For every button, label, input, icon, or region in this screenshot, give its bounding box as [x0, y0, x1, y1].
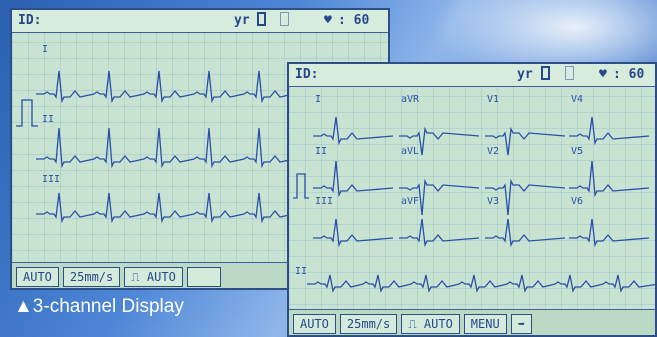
heart-icon: ♥	[599, 67, 607, 82]
lead-label: I	[42, 44, 48, 55]
menu-key[interactable]: MENU	[463, 314, 507, 334]
lead-label: aVL	[401, 146, 419, 157]
heart-rate-value: : 60	[613, 67, 645, 82]
lead-label: aVR	[401, 94, 420, 105]
next-arrow-key[interactable]: ➡	[510, 314, 532, 334]
lead-label: II	[315, 146, 327, 157]
memory-icon	[565, 66, 574, 80]
lead-label: II	[42, 114, 54, 125]
ecg-trace	[485, 218, 566, 248]
ecg-trace	[399, 178, 480, 216]
ecg-trace	[313, 218, 394, 248]
lead-label: III	[315, 196, 333, 207]
age-unit-label: yr	[517, 67, 533, 82]
auto-key[interactable]: AUTO	[16, 267, 59, 287]
lead-label: V6	[571, 196, 583, 207]
id-label: ID:	[18, 13, 42, 28]
lead-label: V2	[487, 146, 499, 157]
lead-label: V5	[571, 146, 583, 157]
speed-key[interactable]: 25mm/s	[339, 314, 398, 334]
ecg-trace	[307, 274, 655, 294]
function-key-bar: AUTO 25mm/s ⎍ AUTO MENU ➡	[289, 309, 655, 335]
screen-header: ID: yr ♥ : 60	[12, 10, 388, 33]
id-label: ID:	[295, 67, 319, 82]
ecg-trace	[485, 178, 566, 216]
lead-label: aVF	[401, 196, 419, 207]
rhythm-lead-label: II	[295, 266, 307, 277]
calibration-pulse	[293, 173, 309, 199]
speed-key[interactable]: 25mm/s	[62, 267, 121, 287]
ecg-trace	[569, 116, 650, 146]
ecg-trace	[569, 218, 650, 248]
calibration-pulse	[16, 99, 38, 127]
screen-header: ID: yr ♥ : 60	[289, 64, 655, 87]
heart-rate-value: : 60	[338, 13, 370, 28]
ecg-trace	[399, 218, 480, 248]
battery-icon	[257, 12, 266, 26]
filter-auto-key[interactable]: ⎍ AUTO	[124, 267, 183, 287]
ecg-trace	[569, 160, 650, 198]
lead-label: V3	[487, 196, 499, 207]
lead-label: III	[42, 174, 60, 185]
battery-icon	[541, 66, 550, 80]
lead-label: I	[315, 94, 321, 105]
lead-label: V1	[487, 94, 499, 105]
age-unit-label: yr	[234, 13, 250, 28]
ecg-trace	[313, 116, 394, 146]
ecg-trace	[313, 160, 394, 198]
filter-auto-key[interactable]: ⎍ AUTO	[401, 314, 460, 334]
ecg-trace	[399, 126, 480, 156]
ecg-trace	[485, 126, 566, 156]
memory-icon	[280, 12, 289, 26]
extra-key[interactable]	[186, 267, 221, 287]
heart-icon: ♥	[324, 13, 332, 28]
auto-key[interactable]: AUTO	[293, 314, 336, 334]
lead-label: V4	[571, 94, 583, 105]
display-caption: ▲3-channel Display	[14, 296, 184, 317]
